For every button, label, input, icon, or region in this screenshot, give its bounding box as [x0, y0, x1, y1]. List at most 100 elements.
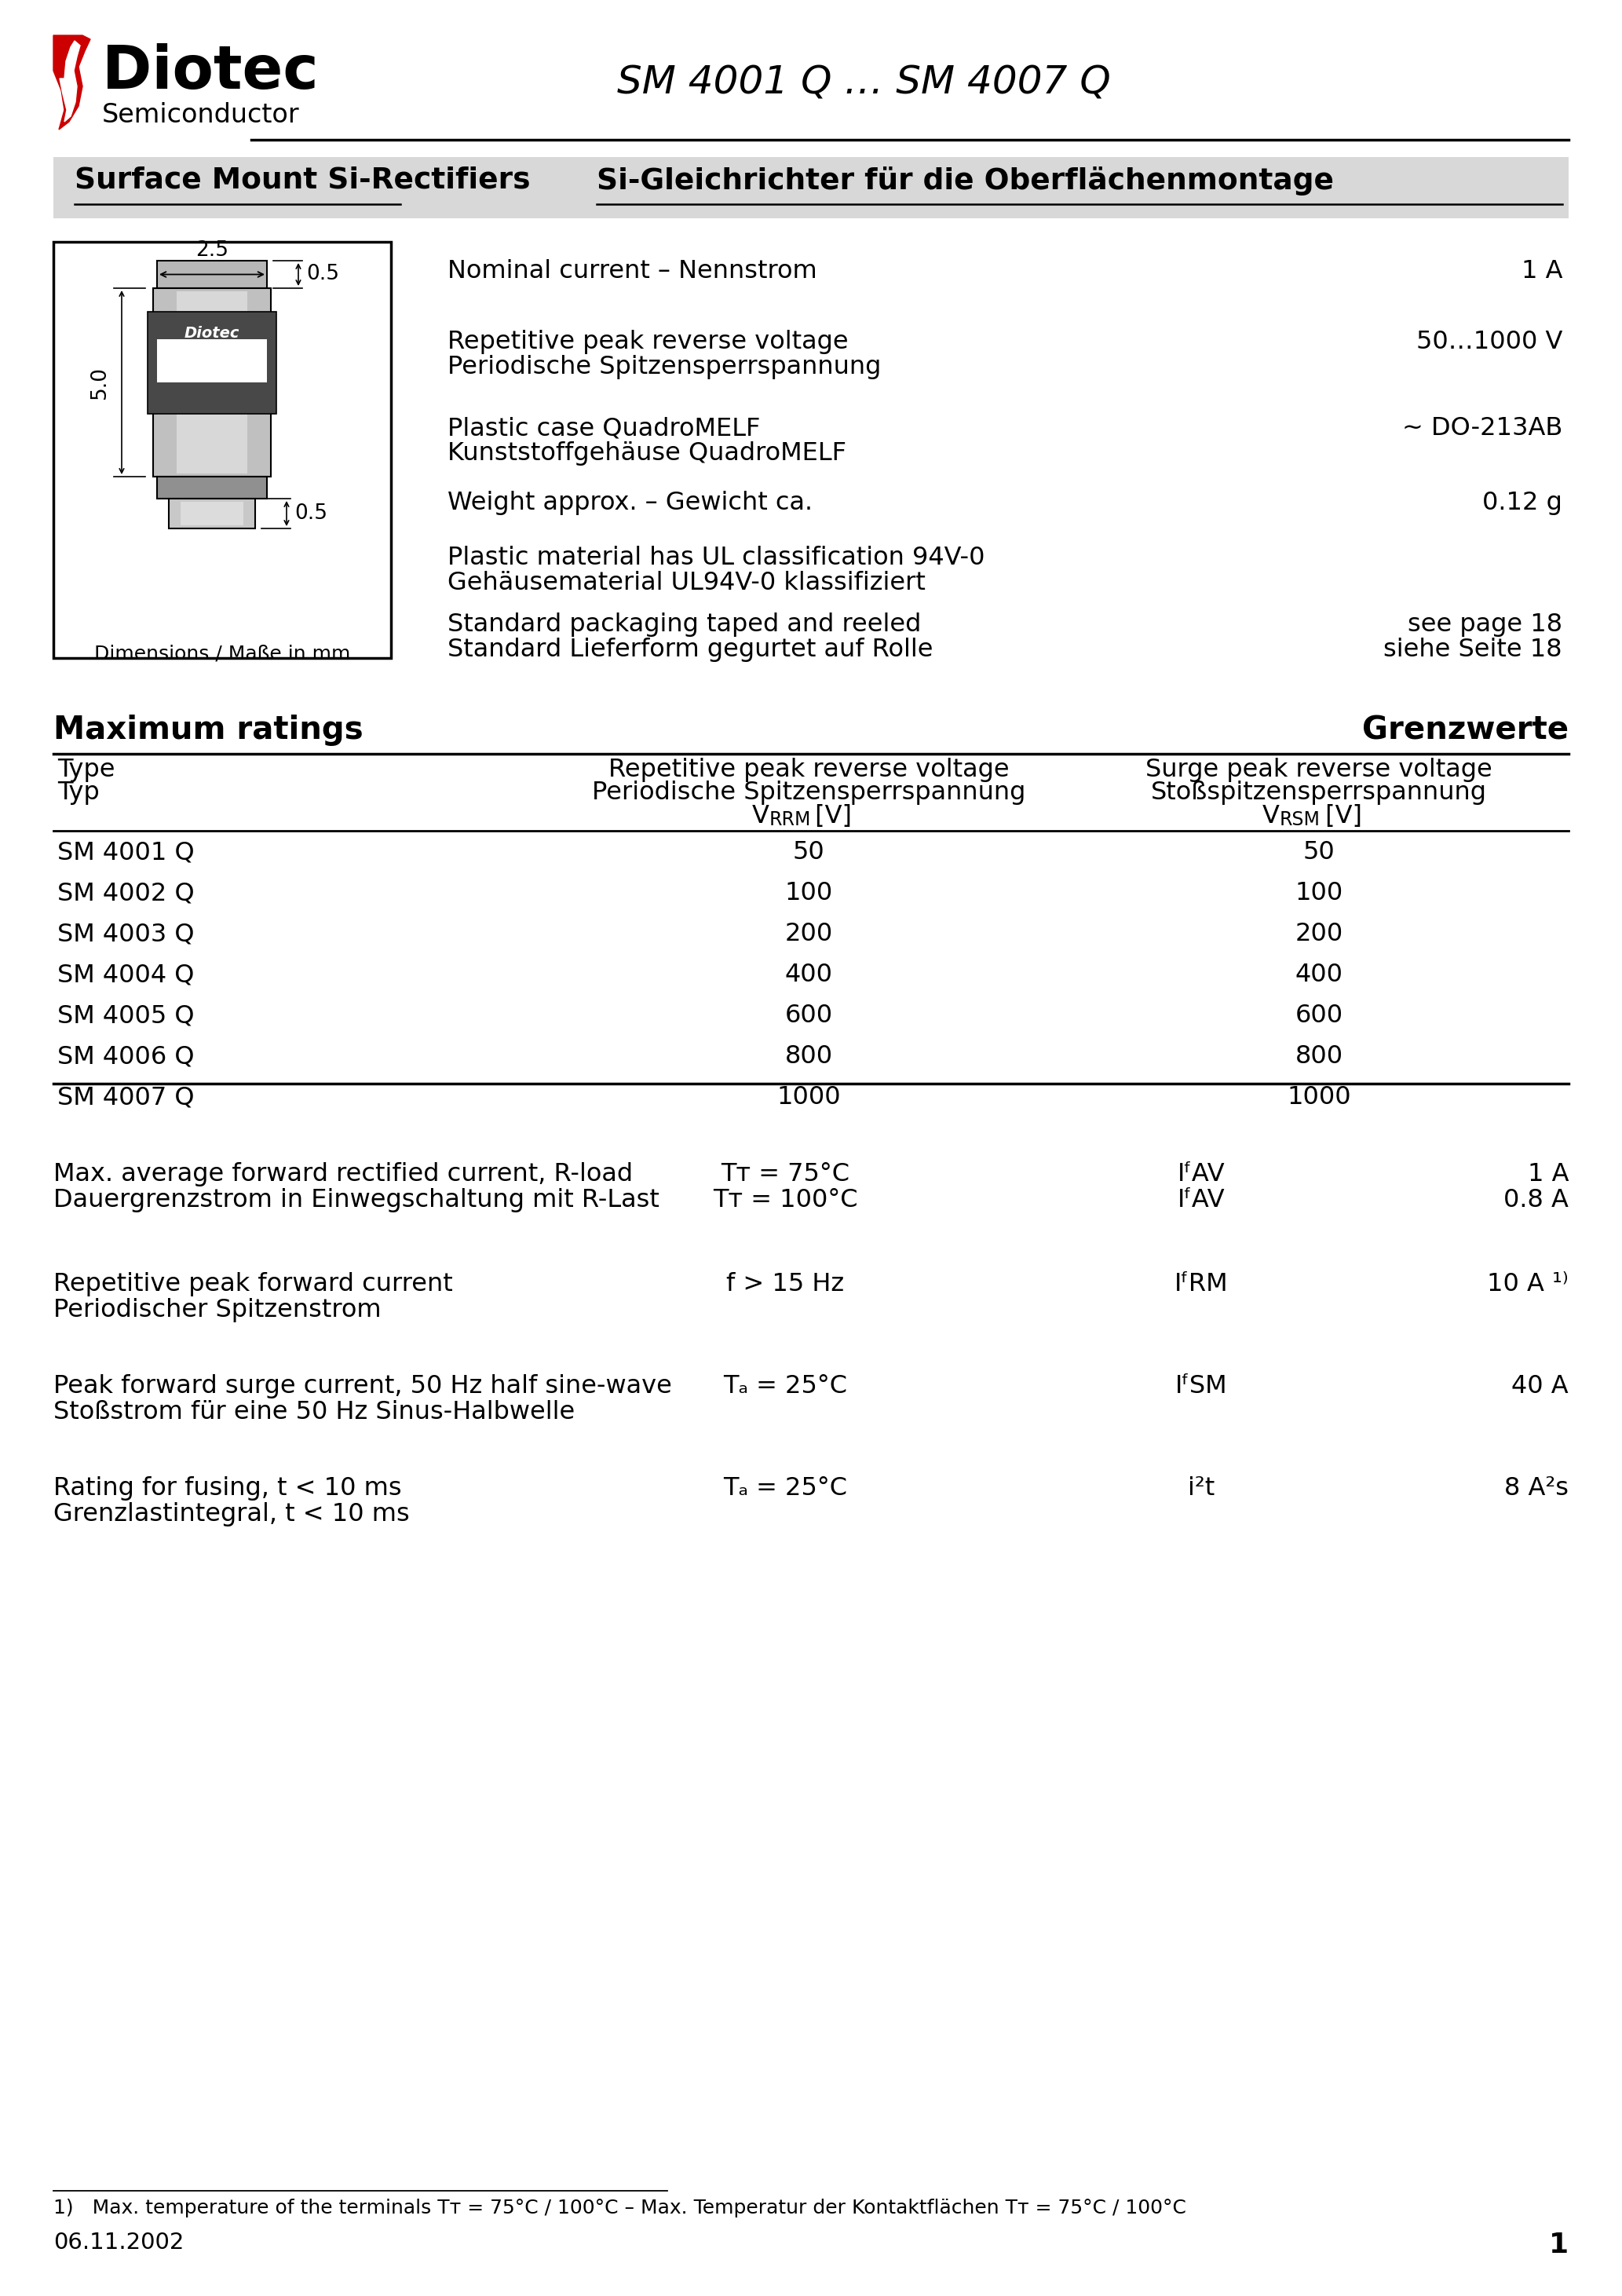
Text: IᶠAV: IᶠAV	[1178, 1187, 1225, 1212]
Text: Type: Type	[57, 758, 115, 783]
Text: [V]: [V]	[1317, 804, 1362, 829]
Text: Standard packaging taped and reeled: Standard packaging taped and reeled	[448, 613, 921, 636]
Text: Surface Mount Si-Rectifiers: Surface Mount Si-Rectifiers	[75, 168, 530, 195]
Text: Tₐ = 25°C: Tₐ = 25°C	[723, 1373, 847, 1398]
Text: 0.5: 0.5	[295, 503, 328, 523]
Text: Grenzwerte: Grenzwerte	[1362, 714, 1568, 746]
Polygon shape	[60, 41, 79, 122]
Text: Tᴛ = 75°C: Tᴛ = 75°C	[720, 1162, 850, 1187]
Text: SM 4001 Q … SM 4007 Q: SM 4001 Q … SM 4007 Q	[616, 64, 1111, 101]
Text: f > 15 Hz: f > 15 Hz	[727, 1272, 843, 1297]
Bar	[148, 312, 276, 413]
Text: 1 A: 1 A	[1521, 259, 1562, 282]
Text: Typ: Typ	[201, 351, 222, 363]
Text: 50…1000 V: 50…1000 V	[1416, 331, 1562, 354]
Text: Grenzlastintegral, t < 10 ms: Grenzlastintegral, t < 10 ms	[54, 1502, 410, 1527]
Bar	[177, 292, 247, 473]
Text: 600: 600	[785, 1003, 832, 1029]
Text: SM 4001 Q: SM 4001 Q	[57, 840, 195, 866]
Text: i²t: i²t	[1187, 1476, 1215, 1502]
Text: IᶠRM: IᶠRM	[1174, 1272, 1228, 1297]
Text: siehe Seite 18: siehe Seite 18	[1384, 638, 1562, 661]
Text: 800: 800	[785, 1045, 832, 1068]
Text: SM 4005 Q: SM 4005 Q	[57, 1003, 195, 1029]
Text: Si-Gleichrichter für die Oberflächenmontage: Si-Gleichrichter für die Oberflächenmont…	[597, 168, 1333, 195]
Text: 50: 50	[1302, 840, 1335, 866]
Text: 0.5: 0.5	[307, 264, 339, 285]
Text: 2.5: 2.5	[196, 239, 229, 259]
Text: Plastic material has UL classification 94V-0: Plastic material has UL classification 9…	[448, 546, 985, 569]
Bar	[157, 478, 268, 498]
Text: Maximum ratings: Maximum ratings	[54, 714, 363, 746]
Text: 100: 100	[1294, 882, 1343, 905]
Text: Weight approx. – Gewicht ca.: Weight approx. – Gewicht ca.	[448, 491, 813, 514]
Text: Tₐ = 25°C: Tₐ = 25°C	[723, 1476, 847, 1502]
Text: 200: 200	[1294, 923, 1343, 946]
Text: Typ: Typ	[57, 781, 99, 806]
Text: V: V	[753, 804, 769, 829]
Text: SM 4004 Q: SM 4004 Q	[57, 962, 195, 987]
Text: Plastic case QuadroMELF: Plastic case QuadroMELF	[448, 416, 761, 441]
Text: 10 A ¹⁾: 10 A ¹⁾	[1487, 1272, 1568, 1297]
Text: Diotec: Diotec	[185, 326, 240, 340]
Text: Dimensions / Maße in mm: Dimensions / Maße in mm	[94, 643, 350, 664]
Text: 0.8 A: 0.8 A	[1504, 1187, 1568, 1212]
Polygon shape	[54, 34, 91, 129]
Text: SM 4007 Q: SM 4007 Q	[57, 1086, 195, 1109]
Text: 400: 400	[1294, 962, 1343, 987]
Text: 1 A: 1 A	[1528, 1162, 1568, 1187]
Text: ~ DO-213AB: ~ DO-213AB	[1401, 416, 1562, 441]
Text: 1: 1	[1549, 2232, 1568, 2259]
Text: Rating for fusing, t < 10 ms: Rating for fusing, t < 10 ms	[54, 1476, 402, 1502]
Bar	[54, 156, 1568, 218]
Text: 40 A: 40 A	[1512, 1373, 1568, 1398]
Text: Dauergrenzstrom in Einwegschaltung mit R-Last: Dauergrenzstrom in Einwegschaltung mit R…	[54, 1187, 660, 1212]
Text: IᶠAV: IᶠAV	[1178, 1162, 1225, 1187]
Text: 1000: 1000	[1286, 1086, 1351, 1109]
Text: 100: 100	[785, 882, 832, 905]
Text: Kunststoffgehäuse QuadroMELF: Kunststoffgehäuse QuadroMELF	[448, 441, 847, 466]
Text: Type: Type	[198, 340, 225, 351]
Text: Repetitive peak reverse voltage: Repetitive peak reverse voltage	[448, 331, 848, 354]
Text: 5.0: 5.0	[89, 365, 110, 400]
Text: Stoßspitzensperrspannung: Stoßspitzensperrspannung	[1152, 781, 1487, 806]
Text: Diotec: Diotec	[102, 44, 318, 101]
Text: 8 A²s: 8 A²s	[1504, 1476, 1568, 1502]
Text: 200: 200	[785, 923, 832, 946]
Text: 1)   Max. temperature of the terminals Tᴛ = 75°C / 100°C – Max. Temperatur der K: 1) Max. temperature of the terminals Tᴛ …	[54, 2200, 1186, 2218]
Text: Periodische Spitzensperrspannung: Periodische Spitzensperrspannung	[592, 781, 1025, 806]
Text: Periodischer Spitzenstrom: Periodischer Spitzenstrom	[54, 1297, 381, 1322]
Text: Repetitive peak forward current: Repetitive peak forward current	[54, 1272, 453, 1297]
Text: [V]: [V]	[808, 804, 852, 829]
Text: SM 4002 Q: SM 4002 Q	[57, 882, 195, 905]
Text: Peak forward surge current, 50 Hz half sine-wave: Peak forward surge current, 50 Hz half s…	[54, 1373, 672, 1398]
Text: Max. average forward rectified current, R-load: Max. average forward rectified current, …	[54, 1162, 633, 1187]
Text: 50: 50	[793, 840, 824, 866]
Text: see page 18: see page 18	[1408, 613, 1562, 636]
Text: SM 4006 Q: SM 4006 Q	[57, 1045, 195, 1068]
Text: RRM: RRM	[769, 810, 811, 829]
Text: 06.11.2002: 06.11.2002	[54, 2232, 183, 2255]
Bar	[157, 340, 268, 383]
Text: SM 4003 Q: SM 4003 Q	[57, 923, 195, 946]
Text: IᶠSM: IᶠSM	[1174, 1373, 1228, 1398]
Text: Surge peak reverse voltage: Surge peak reverse voltage	[1145, 758, 1492, 783]
Bar	[157, 262, 268, 289]
Text: Stoßstrom für eine 50 Hz Sinus-Halbwelle: Stoßstrom für eine 50 Hz Sinus-Halbwelle	[54, 1401, 574, 1424]
Bar	[169, 498, 255, 528]
Text: 0.12 g: 0.12 g	[1483, 491, 1562, 514]
Bar	[180, 503, 243, 526]
Text: Gehäusematerial UL94V-0 klassifiziert: Gehäusematerial UL94V-0 klassifiziert	[448, 572, 926, 595]
Text: V: V	[1262, 804, 1280, 829]
Text: Tᴛ = 100°C: Tᴛ = 100°C	[712, 1187, 858, 1212]
Text: Standard Lieferform gegurtet auf Rolle: Standard Lieferform gegurtet auf Rolle	[448, 638, 933, 661]
Text: Semiconductor: Semiconductor	[102, 101, 300, 129]
Bar	[54, 241, 391, 659]
Text: 1000: 1000	[777, 1086, 840, 1109]
Text: 600: 600	[1294, 1003, 1343, 1029]
Text: 400: 400	[785, 962, 832, 987]
Text: Nominal current – Nennstrom: Nominal current – Nennstrom	[448, 259, 817, 282]
Bar	[152, 289, 271, 478]
Text: Periodische Spitzensperrspannung: Periodische Spitzensperrspannung	[448, 356, 881, 379]
Text: 800: 800	[1294, 1045, 1343, 1068]
